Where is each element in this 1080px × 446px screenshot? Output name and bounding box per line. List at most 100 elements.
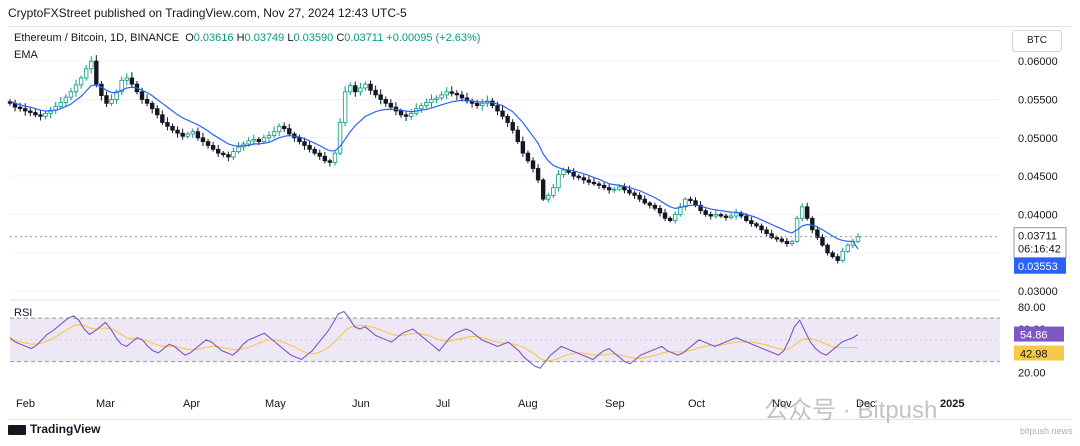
- candle-body: [495, 105, 500, 112]
- candle-body: [439, 94, 444, 99]
- published-by-text: CryptoFXStreet published on TradingView.…: [8, 6, 407, 20]
- x-tick-label: Nov: [772, 398, 792, 410]
- high-value: 0.03749: [244, 32, 285, 44]
- candle-body: [606, 187, 612, 191]
- candle-body: [195, 131, 201, 139]
- ema-indicator-label[interactable]: EMA: [14, 49, 38, 61]
- candle-body: [713, 214, 719, 217]
- candle-body: [63, 96, 69, 103]
- ema-line: [9, 84, 859, 250]
- candle-body: [642, 198, 647, 204]
- candle-body: [99, 83, 104, 97]
- x-tick-label: Jul: [436, 398, 450, 410]
- candle-body: [43, 112, 48, 117]
- candle-body: [144, 99, 150, 104]
- candle-body: [561, 169, 566, 176]
- candle-body: [576, 175, 581, 179]
- x-axis: Feb Mar Apr May Jun Jul Aug Sep Oct Nov Dec 2025: [16, 398, 964, 410]
- candle-body: [363, 83, 368, 89]
- candle-body: [754, 223, 759, 227]
- candle-body: [337, 122, 343, 154]
- candle-body: [703, 210, 708, 215]
- candle-body: [424, 102, 429, 107]
- rsi-tag-box: [1014, 326, 1064, 342]
- candle-body: [94, 60, 99, 85]
- y-tick-label: 0.04500: [1018, 171, 1058, 183]
- candle-body: [586, 179, 592, 183]
- open-label: O: [185, 32, 194, 44]
- low-value: 0.03590: [293, 32, 334, 44]
- candle-body: [348, 85, 353, 93]
- candle-body: [510, 122, 515, 131]
- candle-body: [342, 91, 348, 123]
- candle-body: [373, 89, 378, 96]
- candle-body: [810, 217, 815, 231]
- tradingview-brand[interactable]: TradingView: [8, 422, 100, 436]
- candle-body: [221, 152, 226, 156]
- candle-body: [596, 183, 602, 186]
- candle-body: [114, 91, 119, 100]
- candle-body: [175, 129, 180, 134]
- y-tick-label: 0.04000: [1018, 209, 1058, 221]
- candle-body: [129, 77, 135, 85]
- x-tick-label: Oct: [688, 398, 705, 410]
- candle-body: [708, 214, 713, 217]
- y-tick-label: 0.05500: [1018, 94, 1058, 106]
- candle-body: [789, 240, 795, 245]
- candle-body: [688, 198, 693, 202]
- candle-body: [33, 112, 38, 116]
- rsi-indicator-label[interactable]: RSI: [14, 307, 33, 319]
- candle-body: [83, 68, 89, 79]
- ema-tag-box: [1014, 257, 1066, 274]
- candle-body: [332, 152, 338, 163]
- watermark-sub: bitpush.news: [1020, 426, 1073, 436]
- candle-body: [637, 194, 642, 200]
- candle-body: [317, 152, 322, 157]
- candle-body: [525, 152, 531, 162]
- candle-body: [155, 108, 160, 116]
- candle-body: [276, 125, 282, 133]
- candle-body: [261, 137, 267, 143]
- candle-body: [820, 237, 825, 246]
- candle-body: [124, 77, 129, 81]
- candle-body: [246, 140, 251, 145]
- candle-body: [190, 131, 196, 135]
- candle-body: [368, 83, 373, 91]
- symbol-name: Ethereum / Bitcoin, 1D, BINANCE: [14, 32, 180, 44]
- rsi-value-tag: 54.86: [1020, 330, 1048, 342]
- candle-body: [353, 85, 358, 93]
- candle-body: [287, 128, 292, 135]
- x-tick-label: Feb: [16, 398, 35, 410]
- candle-body: [617, 186, 622, 190]
- candle-body: [805, 206, 810, 219]
- candle-body: [683, 198, 688, 208]
- candle-body: [667, 217, 673, 222]
- candle-body: [799, 206, 805, 219]
- candle-body: [251, 138, 256, 142]
- candle-body: [825, 244, 830, 254]
- candle-body: [139, 91, 145, 100]
- candle-body: [358, 87, 363, 93]
- main-grid: [10, 60, 1000, 292]
- candle-body: [104, 95, 109, 104]
- candle-body: [459, 94, 465, 99]
- tradingview-logo-icon: [8, 424, 26, 435]
- candle-body: [434, 97, 439, 100]
- candle-body: [647, 202, 653, 206]
- candle-body: [28, 110, 33, 113]
- candle-body: [210, 145, 216, 150]
- currency-button[interactable]: BTC: [1012, 30, 1062, 52]
- x-tick-label: Aug: [518, 398, 538, 410]
- candle-body: [632, 192, 637, 196]
- y-tick-label: 0.06000: [1018, 56, 1058, 68]
- candle-body: [68, 91, 74, 98]
- candle-body: [149, 102, 155, 110]
- candle-body: [779, 238, 785, 242]
- candle-body: [693, 200, 698, 206]
- candle-body: [307, 145, 312, 150]
- candle-body: [591, 181, 597, 185]
- candle-body: [38, 114, 43, 117]
- candle-body: [236, 146, 241, 153]
- candle-body: [728, 215, 734, 218]
